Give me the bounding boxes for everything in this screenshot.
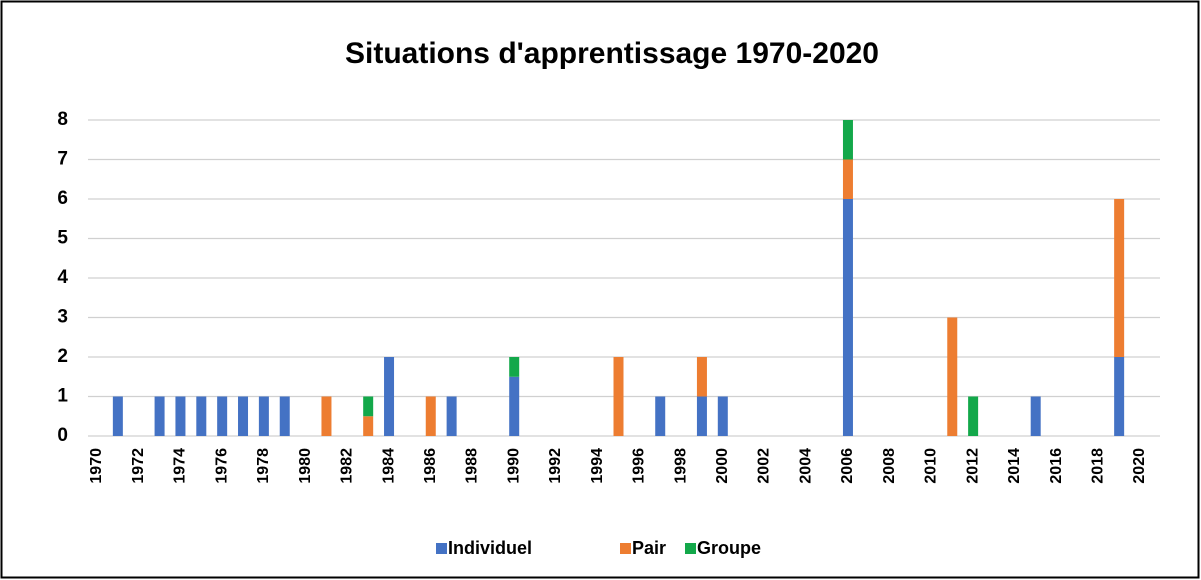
legend-label: Pair bbox=[632, 538, 666, 558]
bar-segment bbox=[238, 396, 249, 436]
bar-segment bbox=[717, 396, 728, 436]
bar-segment bbox=[968, 396, 979, 436]
legend-label: Groupe bbox=[697, 538, 761, 558]
x-tick-label: 1978 bbox=[255, 448, 272, 484]
bar-segment bbox=[613, 357, 624, 436]
x-tick-label: 1972 bbox=[130, 448, 147, 484]
bar-segment bbox=[217, 396, 228, 436]
x-tick-label: 2002 bbox=[756, 448, 773, 484]
x-tick-label: 2014 bbox=[1006, 448, 1023, 484]
y-tick-label: 4 bbox=[57, 267, 68, 288]
x-tick-label: 1988 bbox=[464, 448, 481, 484]
bar-segment bbox=[1030, 396, 1041, 436]
legend-swatch bbox=[620, 543, 631, 554]
x-tick-label: 1982 bbox=[339, 448, 356, 484]
x-tick-label: 1970 bbox=[88, 448, 105, 484]
legend-label: Individuel bbox=[448, 538, 532, 558]
y-tick-label: 1 bbox=[57, 386, 68, 407]
x-tick-label: 2000 bbox=[714, 448, 731, 484]
bar-segment bbox=[842, 120, 853, 160]
x-tick-label: 1996 bbox=[631, 448, 648, 484]
bar-segment bbox=[425, 396, 436, 436]
x-tick-label: 1974 bbox=[172, 448, 189, 484]
x-tick-label: 1986 bbox=[422, 448, 439, 484]
x-tick-label: 2006 bbox=[839, 448, 856, 484]
bar-segment bbox=[279, 396, 290, 436]
bar-segment bbox=[842, 159, 853, 199]
bar-segment bbox=[112, 396, 123, 436]
y-tick-label: 0 bbox=[57, 425, 68, 446]
y-tick-label: 6 bbox=[57, 188, 68, 209]
x-tick-label: 2010 bbox=[923, 448, 940, 484]
x-tick-label: 1998 bbox=[672, 448, 689, 484]
bar-segment bbox=[655, 396, 666, 436]
bar-segment bbox=[696, 357, 707, 397]
y-tick-label: 7 bbox=[57, 149, 68, 170]
bar-segment bbox=[384, 357, 395, 436]
x-tick-label: 2008 bbox=[881, 448, 898, 484]
bar-segment bbox=[947, 317, 958, 436]
bar-segment bbox=[154, 396, 165, 436]
x-tick-label: 2016 bbox=[1048, 448, 1065, 484]
y-tick-label: 5 bbox=[57, 228, 68, 249]
bar-segment bbox=[842, 199, 853, 436]
bar-segment bbox=[1114, 199, 1125, 357]
x-tick-label: 1984 bbox=[380, 448, 397, 484]
x-tick-label: 1976 bbox=[213, 448, 230, 484]
bar-segment bbox=[196, 396, 207, 436]
bar-segment bbox=[363, 396, 374, 417]
x-tick-label: 2012 bbox=[964, 448, 981, 484]
bar-segment bbox=[446, 396, 457, 436]
bar-segment bbox=[1114, 357, 1125, 436]
y-tick-label: 2 bbox=[57, 346, 68, 367]
legend-swatch bbox=[436, 543, 447, 554]
x-tick-label: 1994 bbox=[589, 448, 606, 484]
x-tick-label: 1992 bbox=[547, 448, 564, 484]
legend-swatch bbox=[685, 543, 696, 554]
x-tick-label: 2018 bbox=[1089, 448, 1106, 484]
bar-segment bbox=[258, 396, 269, 436]
bar-segment bbox=[363, 416, 374, 436]
y-tick-label: 8 bbox=[57, 109, 68, 130]
x-tick-label: 2004 bbox=[797, 448, 814, 484]
x-tick-label: 1980 bbox=[297, 448, 314, 484]
bar-segment bbox=[696, 396, 707, 436]
x-tick-label: 2020 bbox=[1131, 448, 1148, 484]
bar-segment bbox=[175, 396, 186, 436]
bar-segment bbox=[321, 396, 332, 436]
y-tick-label: 3 bbox=[57, 307, 68, 328]
x-tick-label: 1990 bbox=[505, 448, 522, 484]
bar-segment bbox=[509, 357, 520, 377]
chart-title: Situations d'apprentissage 1970-2020 bbox=[345, 37, 879, 70]
bar-segment bbox=[509, 376, 520, 436]
